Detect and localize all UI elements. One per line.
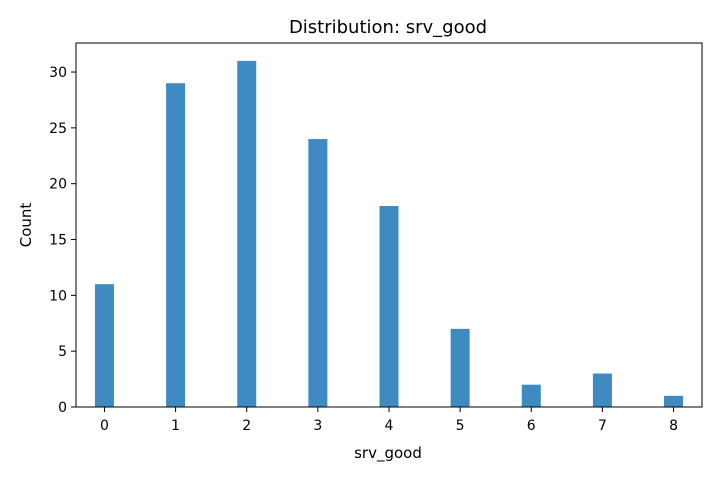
y-tick-label: 5 bbox=[58, 344, 67, 360]
y-axis: 0 5 10 15 20 25 30 bbox=[49, 65, 76, 416]
y-tick-label: 20 bbox=[49, 177, 67, 193]
y-tick-label: 10 bbox=[49, 288, 67, 304]
plot-frame bbox=[75, 42, 703, 408]
bar-7 bbox=[592, 373, 612, 407]
bar-3 bbox=[308, 139, 328, 407]
x-tick-label: 6 bbox=[527, 418, 536, 434]
bar-5 bbox=[450, 328, 470, 407]
x-tick-label: 8 bbox=[669, 418, 678, 434]
bars-group bbox=[94, 60, 684, 408]
x-tick-label: 4 bbox=[385, 418, 394, 434]
bar-4 bbox=[379, 206, 399, 407]
x-tick-label: 2 bbox=[242, 418, 251, 434]
x-axis: 0 1 2 3 4 5 6 7 8 bbox=[100, 407, 678, 434]
x-tick-label: 1 bbox=[171, 418, 180, 434]
y-axis-label: Count bbox=[17, 203, 35, 248]
x-tick-label: 0 bbox=[100, 418, 109, 434]
y-tick-label: 25 bbox=[49, 121, 67, 137]
bar-8 bbox=[664, 395, 684, 407]
y-tick-label: 30 bbox=[49, 65, 67, 81]
x-tick-label: 3 bbox=[313, 418, 322, 434]
x-tick-label: 5 bbox=[456, 418, 465, 434]
x-tick-label: 7 bbox=[598, 418, 607, 434]
bar-6 bbox=[521, 384, 541, 407]
y-tick-label: 0 bbox=[58, 400, 67, 416]
y-tick-label: 15 bbox=[49, 233, 67, 249]
bar-0 bbox=[94, 284, 114, 407]
chart-title: Distribution: srv_good bbox=[289, 17, 487, 38]
bar-1 bbox=[166, 83, 186, 407]
bar-2 bbox=[237, 60, 257, 408]
x-axis-label: srv_good bbox=[354, 444, 422, 463]
